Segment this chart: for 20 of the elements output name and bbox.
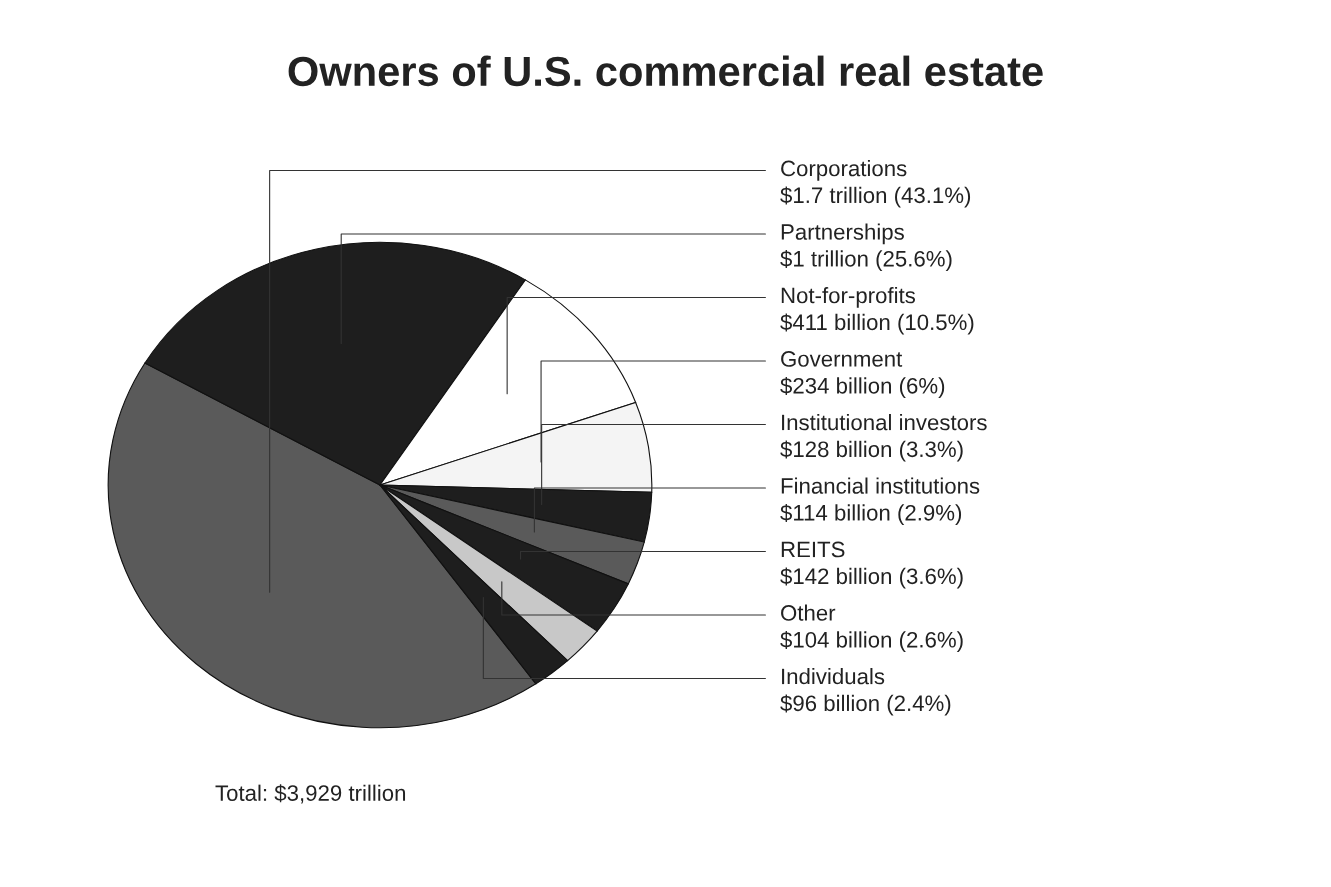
slice-label: Corporations bbox=[781, 160, 907, 181]
data-label: $114 billion (2.9%) bbox=[780, 503, 962, 526]
data-label: $142 billion (3.6%) bbox=[780, 567, 963, 589]
data-label: $96 billion (2.4%) bbox=[780, 694, 951, 716]
slice-label: Not-for-profits bbox=[781, 287, 916, 308]
slice-label: Financial institutions bbox=[781, 477, 980, 494]
chart-title: Owners of U.S. commercial real estate bbox=[288, 55, 1043, 87]
slice-label: Institutional investors bbox=[782, 414, 987, 431]
slice-label: Individuals bbox=[782, 668, 885, 685]
data-label: $234 billion (6%) bbox=[780, 376, 945, 399]
data-label: $411 billion (10.5%) bbox=[780, 313, 974, 335]
slice-label: REITS bbox=[781, 541, 845, 558]
data-label: $1.7 trillion (43.1%) bbox=[780, 186, 971, 208]
text: Total: $3,929 trillion bbox=[215, 784, 406, 804]
data-label: $104 billion (2.6%) bbox=[780, 630, 963, 653]
slice-label: Other bbox=[781, 604, 836, 621]
slice-label: Partnerships bbox=[781, 223, 904, 245]
slice-label: Government bbox=[781, 351, 903, 367]
data-label: $1 trillion (25.6%) bbox=[780, 249, 952, 272]
data-label: $128 billion (3.3%) bbox=[780, 440, 963, 462]
